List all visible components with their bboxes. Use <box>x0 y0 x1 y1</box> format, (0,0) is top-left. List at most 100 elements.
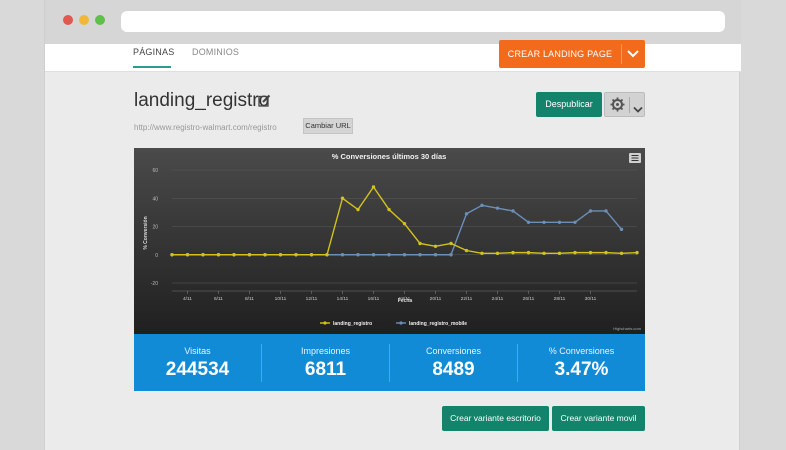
data-point[interactable] <box>371 185 376 189</box>
data-point[interactable] <box>356 253 360 257</box>
data-point[interactable] <box>573 250 577 255</box>
data-point[interactable] <box>464 248 469 253</box>
data-point[interactable] <box>232 253 236 257</box>
y-tick-label: 60 <box>152 168 158 174</box>
data-point[interactable] <box>480 251 484 256</box>
y-tick-label: -20 <box>151 281 158 287</box>
data-point[interactable] <box>635 250 639 255</box>
data-point[interactable] <box>526 220 531 224</box>
data-point[interactable] <box>542 220 546 224</box>
data-point[interactable] <box>619 251 624 256</box>
legend-marker <box>323 321 327 325</box>
x-axis-label: Fecha <box>398 298 413 304</box>
series-line-landing_registro <box>172 185 638 256</box>
data-point[interactable] <box>309 253 314 257</box>
data-point[interactable] <box>449 241 453 246</box>
x-tick-label: 8/11 <box>245 296 254 302</box>
stat-label: Visitas <box>184 346 211 356</box>
data-point[interactable] <box>263 253 267 257</box>
x-tick-label: 20/11 <box>430 296 442 302</box>
legend-marker <box>399 321 403 325</box>
data-point[interactable] <box>371 253 376 257</box>
minimize-window-icon[interactable] <box>79 15 89 25</box>
divider <box>261 344 262 382</box>
data-point[interactable] <box>495 206 500 210</box>
data-point[interactable] <box>480 203 484 208</box>
data-point[interactable] <box>247 253 252 257</box>
crear-variante-movil-button[interactable]: Crear variante movil <box>552 406 645 431</box>
data-point[interactable] <box>557 220 562 224</box>
data-point[interactable] <box>418 253 422 257</box>
data-point[interactable] <box>216 253 221 257</box>
stat-label: Conversiones <box>425 346 482 356</box>
data-point[interactable] <box>433 244 438 248</box>
chart-menu-icon[interactable] <box>629 153 641 163</box>
tab-paginas[interactable]: PÁGINAS <box>133 47 175 57</box>
active-tab-indicator <box>133 66 171 68</box>
data-point[interactable] <box>278 253 283 257</box>
data-point[interactable] <box>294 253 298 257</box>
address-bar[interactable] <box>121 11 725 32</box>
gear-icon <box>610 97 625 117</box>
data-point[interactable] <box>511 250 515 255</box>
data-point[interactable] <box>511 209 515 213</box>
edit-icon[interactable] <box>258 94 271 112</box>
data-point[interactable] <box>604 209 608 213</box>
x-tick-label: 10/11 <box>275 296 287 302</box>
data-point[interactable] <box>464 212 469 216</box>
x-tick-label: 28/11 <box>554 296 566 302</box>
close-window-icon[interactable] <box>63 15 73 25</box>
data-point[interactable] <box>340 253 345 257</box>
data-point[interactable] <box>542 251 546 256</box>
data-point[interactable] <box>170 253 174 257</box>
stat-conversiones: Conversiones 8489 <box>390 334 517 391</box>
x-tick-label: 16/11 <box>368 296 380 302</box>
x-tick-label: 26/11 <box>523 296 535 302</box>
data-point[interactable] <box>402 253 407 257</box>
crear-landing-button[interactable]: CREAR LANDING PAGE <box>499 40 645 68</box>
data-point[interactable] <box>557 251 562 256</box>
stat-visitas: Visitas 244534 <box>134 334 261 391</box>
chevron-down-icon[interactable] <box>621 40 645 68</box>
data-point[interactable] <box>588 250 593 255</box>
data-point[interactable] <box>495 251 500 256</box>
conversion-chart: % Conversiones últimos 30 días % Convers… <box>134 148 645 334</box>
crear-landing-label: CREAR LANDING PAGE <box>507 49 613 59</box>
data-point[interactable] <box>604 250 608 255</box>
cambiar-url-button[interactable]: Cambiar URL <box>303 118 353 134</box>
browser-window: PÁGINAS DOMINIOS CREAR LANDING PAGE land… <box>44 0 741 450</box>
settings-dropdown[interactable] <box>604 92 645 117</box>
legend-label[interactable]: landing_registro <box>333 321 372 327</box>
data-point[interactable] <box>185 253 190 257</box>
maximize-window-icon[interactable] <box>95 15 105 25</box>
data-point[interactable] <box>449 253 453 257</box>
data-point[interactable] <box>526 250 531 255</box>
browser-chrome <box>45 0 741 44</box>
tab-dominios[interactable]: DOMINIOS <box>192 47 240 57</box>
crear-variante-escritorio-button[interactable]: Crear variante escritorio <box>442 406 549 431</box>
despublicar-button[interactable]: Despublicar <box>536 92 602 117</box>
data-point[interactable] <box>387 253 391 257</box>
chart-credits[interactable]: Highcharts.com <box>613 326 641 331</box>
data-point[interactable] <box>356 207 360 212</box>
stat-label: Impresiones <box>300 346 351 356</box>
data-point[interactable] <box>325 253 329 257</box>
stat-value: 6811 <box>304 359 347 380</box>
data-point[interactable] <box>619 227 624 232</box>
data-point[interactable] <box>201 253 205 257</box>
chevron-down-icon <box>633 101 643 119</box>
data-point[interactable] <box>340 196 345 200</box>
legend-label[interactable]: landing_registro_mobile <box>409 321 467 327</box>
page-url: http://www.registro-walmart.com/registro <box>134 123 277 132</box>
data-point[interactable] <box>573 220 577 224</box>
data-point[interactable] <box>433 253 438 257</box>
data-point[interactable] <box>588 209 593 213</box>
chart-title: % Conversiones últimos 30 días <box>332 152 447 161</box>
chart-legend[interactable]: landing_registro landing_registro_mobile <box>320 321 467 327</box>
data-point[interactable] <box>418 241 422 246</box>
data-point[interactable] <box>387 207 391 212</box>
data-point[interactable] <box>402 221 407 226</box>
stat-label: % Conversiones <box>548 346 615 356</box>
button-divider <box>621 44 622 64</box>
gear-divider <box>629 97 630 113</box>
